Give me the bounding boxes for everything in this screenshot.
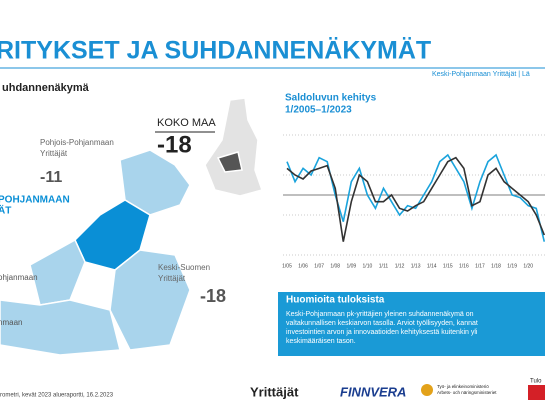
x-tick-label: 1/13 — [411, 263, 421, 269]
org: Keski-Pohjanmaan Yrittäjät | Lä — [432, 71, 530, 78]
subtitle: uhdannenäkymä — [2, 82, 90, 94]
notes-line: investointien arvon ja innovaatioiden ke… — [286, 329, 478, 336]
logo-box — [528, 385, 545, 400]
chart-title: 1/2005–1/2023 — [285, 105, 352, 116]
x-tick-label: 1/08 — [330, 263, 340, 269]
logo-emblem — [421, 384, 433, 396]
x-tick-label: 1/06 — [298, 263, 308, 269]
region-label: POHJANMAAN — [0, 195, 70, 206]
country-value: -18 — [157, 131, 192, 158]
region-label: Yrittäjät — [158, 274, 186, 283]
region-label: Yrittäjät — [40, 149, 68, 158]
series-line — [286, 156, 545, 242]
logo: FINNVERA — [340, 384, 406, 399]
country-highlight — [216, 151, 243, 173]
country-shape — [204, 97, 263, 197]
region-label: nmaan — [0, 318, 22, 327]
region-shape — [109, 249, 191, 351]
x-tick-label: 1/15 — [443, 263, 453, 269]
logo: Tulo — [530, 379, 542, 385]
region-label: Pohjois-Pohjanmaan — [40, 138, 114, 147]
map — [0, 97, 263, 356]
region-shape — [0, 299, 121, 356]
notes-box — [278, 292, 545, 356]
x-tick-label: 1/19 — [507, 263, 517, 269]
notes-title: Huomioita tuloksista — [286, 295, 385, 306]
x-tick-label: 1/07 — [314, 263, 324, 269]
x-tick-label: 1/20 — [523, 263, 533, 269]
x-tick-label: 1/16 — [459, 263, 469, 269]
logo: Yrittäjät — [250, 384, 299, 399]
chart-title: Saldoluvun kehitys — [285, 93, 377, 104]
region-label: ohjanmaan — [0, 273, 38, 282]
footer-source: rometri, kevät 2023 alueraportti, 16.2.2… — [0, 393, 114, 399]
notes-line: keskimääräisen tason. — [286, 338, 356, 345]
x-tick-label: 1/14 — [427, 263, 437, 269]
notes-line: valtakunnallisen keskiarvon tasolla. Arv… — [286, 320, 478, 327]
x-tick-label: 1/18 — [491, 263, 501, 269]
x-tick-label: 1/11 — [379, 263, 389, 269]
region-shape — [74, 199, 151, 271]
country-label: KOKO MAA — [157, 117, 216, 129]
title: RITYKSET JA SUHDANNENÄKYMÄT — [0, 37, 431, 65]
region-label: ÄT — [0, 204, 11, 217]
notes-line: Keski-Pohjanmaan pk-yrittäjien yleinen s… — [286, 311, 474, 318]
region-shape — [29, 238, 86, 306]
region-value: -11 — [40, 169, 62, 186]
logo: Työ- ja elinkeinoministeriö — [437, 384, 489, 389]
series-line — [286, 153, 545, 242]
region-label: Keski-Suomen — [158, 263, 210, 272]
x-tick-label: 1/17 — [475, 263, 485, 269]
region-value: -18 — [200, 286, 226, 306]
x-tick-label: 1/12 — [395, 263, 405, 269]
x-tick-label: 1/10 — [363, 263, 373, 269]
logo: Arbets- och näringsministeriet — [437, 390, 497, 395]
x-tick-label: 1/09 — [346, 263, 356, 269]
x-tick-label: 1/05 — [282, 263, 292, 269]
